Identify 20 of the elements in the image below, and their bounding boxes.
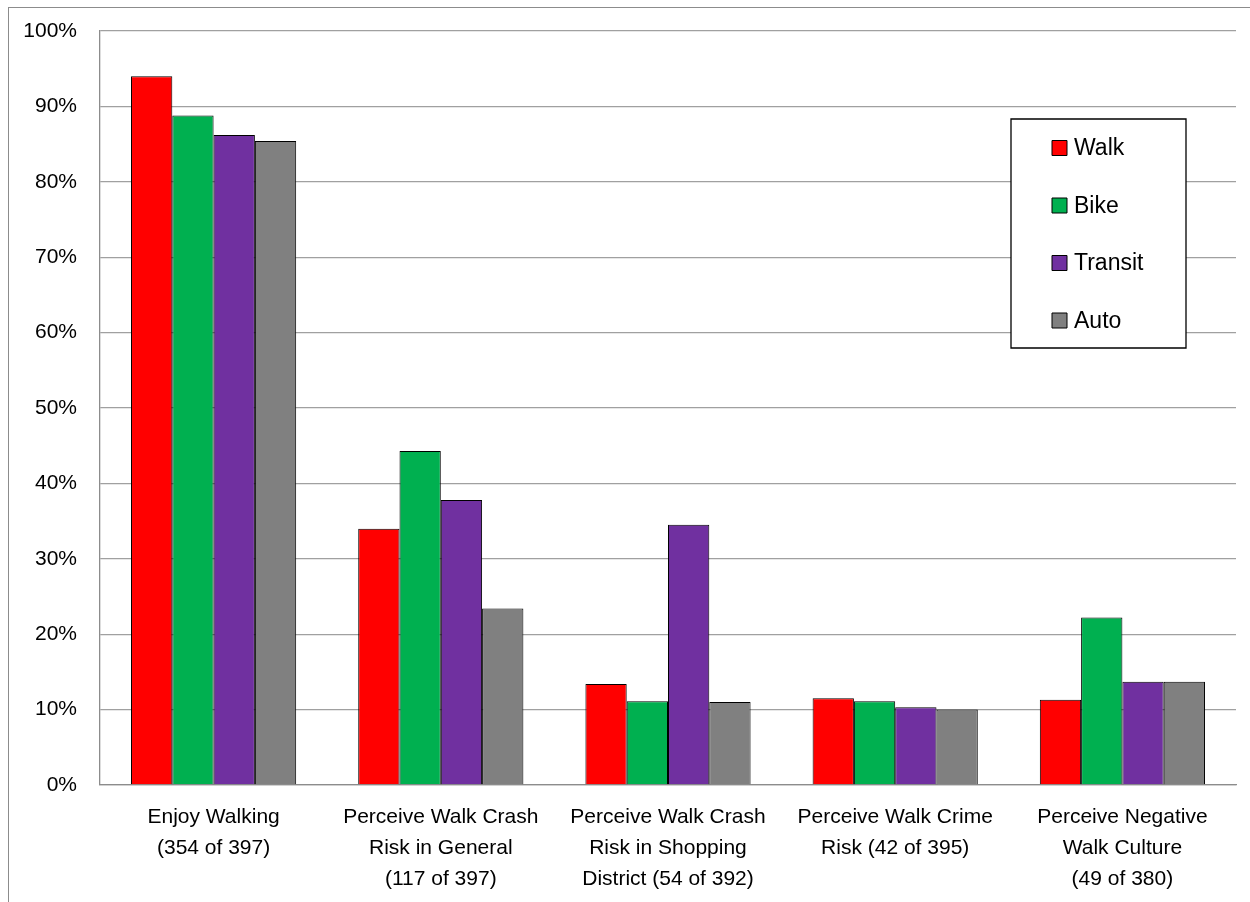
x-tick-label: Perceive Walk Crime Risk (42 of 395) (797, 804, 993, 859)
x-tick-label: Perceive Walk Crash Risk in General (117 of 397) (343, 804, 539, 890)
y-tick-label: 10% (34, 696, 77, 720)
legend-label: Auto (1074, 306, 1122, 333)
y-tick-label: 90% (34, 93, 77, 117)
x-tick-label: Enjoy Walking (354 of 397) (147, 804, 280, 859)
y-tick-label: 30% (34, 545, 77, 569)
y-tick-label: 60% (34, 319, 77, 343)
y-tick-label: 0% (46, 771, 77, 795)
y-tick-label: 70% (34, 244, 77, 267)
y-tick-label: 80% (34, 168, 77, 192)
legend-label: Transit (1074, 249, 1145, 276)
y-tick-label: 40% (34, 470, 77, 494)
x-tick-label: Perceive Negative Walk Culture (49 of 380) (1037, 804, 1208, 890)
legend-label: Walk (1074, 134, 1125, 161)
y-tick-label: 50% (34, 394, 77, 418)
legend-label: Bike (1074, 191, 1119, 218)
y-tick-label: 100% (23, 17, 77, 41)
y-tick-label: 20% (34, 621, 77, 644)
x-tick-label: Perceive Walk Crash Risk in Shopping District (54 of 392) (570, 804, 766, 890)
